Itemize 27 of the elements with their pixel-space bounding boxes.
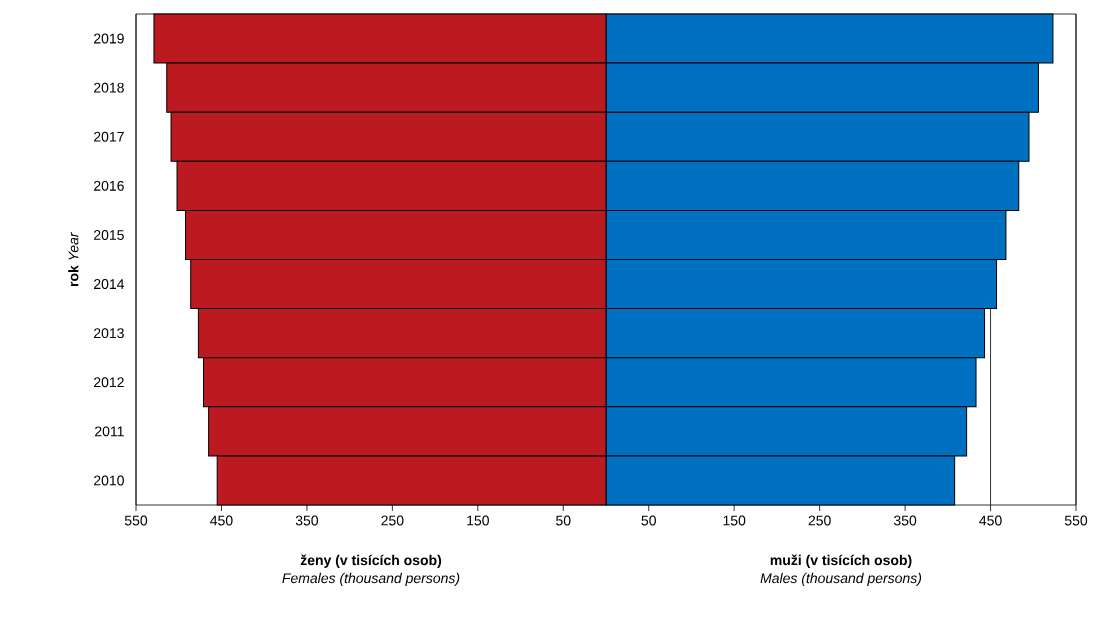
x-tick-label: 550	[1064, 515, 1088, 526]
x-tick-label: 350	[295, 515, 319, 526]
x-tick-label: 550	[124, 515, 148, 526]
y-tick-label: 2018	[94, 82, 124, 93]
x-tick-label: 250	[381, 515, 404, 526]
y-tick-label: 2016	[94, 180, 124, 191]
x-tick-label: 450	[210, 515, 233, 526]
x-tick-label: 450	[979, 515, 1002, 526]
x-tick-label: 50	[556, 515, 571, 526]
x-tick-label: 50	[641, 515, 656, 526]
y-tick-label: 2011	[95, 426, 124, 437]
text: Males (thousand persons)	[760, 572, 922, 586]
y-tick-label: 2017	[94, 131, 124, 142]
text: ženy (v tisících osob)	[300, 554, 442, 568]
x-tick-label: 150	[723, 515, 746, 526]
y-tick-label: 2013	[94, 328, 124, 339]
y-tick-label: 2010	[94, 475, 124, 486]
x-tick-label: 150	[467, 515, 489, 526]
x-tick-label: 350	[893, 515, 917, 526]
y-tick-label: 2014	[94, 279, 125, 290]
x-tick-label: 250	[808, 515, 831, 526]
y-axis-title: rok Year	[68, 232, 79, 287]
y-tick-label: 2019	[94, 33, 124, 44]
text: Females (thousand persons)	[282, 572, 460, 586]
y-tick-label: 2015	[94, 229, 124, 240]
text: muži (v tisících osob)	[770, 554, 912, 568]
y-tick-label: 2012	[94, 377, 124, 388]
